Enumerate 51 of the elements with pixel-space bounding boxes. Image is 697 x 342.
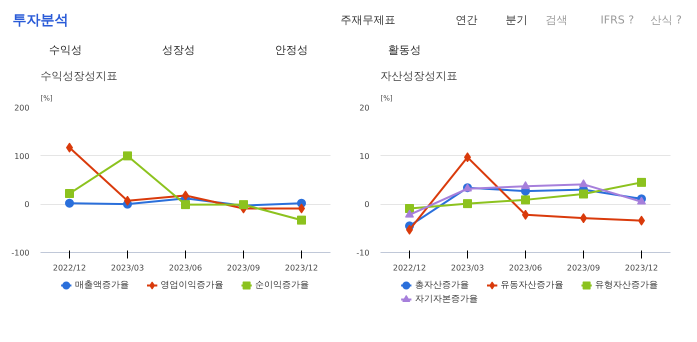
x-tick-label: 2023/03 (450, 264, 484, 272)
y-tick-label: 0 (364, 200, 370, 210)
legend-label: 영업이익증가율 (160, 280, 224, 290)
point (65, 189, 74, 198)
point (637, 196, 646, 205)
x-tick-label: 2023/09 (566, 264, 600, 272)
text: 검색 (546, 14, 568, 26)
chart-title: 자산성장성지표 (380, 70, 458, 82)
legend-label: 유형자산증가율 (595, 280, 658, 290)
x-tick-label: 2023/06 (508, 264, 542, 272)
point (637, 178, 646, 187)
y-tick-label: -10 (356, 248, 370, 258)
y-tick-label: 100 (14, 152, 30, 161)
text: IFRS ? (600, 14, 634, 26)
legend-label: 유동자산증가율 (500, 280, 564, 290)
text: 안정성 (275, 44, 308, 56)
point (65, 198, 74, 208)
legend-label: 순이익증가율 (255, 280, 310, 290)
x-tick-label: 2022/12 (52, 264, 86, 272)
point (297, 216, 306, 225)
chart-title: 수익성장성지표 (40, 70, 118, 82)
point (521, 181, 530, 190)
x-tick-label: 2023/12 (284, 264, 318, 272)
point (463, 199, 472, 208)
x-tick-label: 2023/09 (226, 264, 260, 272)
legend-label: 총자산증가율 (414, 280, 469, 290)
point (181, 200, 190, 210)
text: 성장성 (162, 44, 195, 56)
point (579, 190, 588, 199)
y-tick-label: 200 (14, 104, 30, 112)
point (579, 179, 588, 188)
text: 활동성 (388, 44, 421, 56)
x-tick-label: 2023/03 (110, 264, 144, 272)
legend-label: 매출액증가율 (74, 280, 129, 290)
x-tick-label: 2022/12 (392, 264, 426, 272)
x-tick-label: 2023/12 (624, 264, 658, 272)
text: 수익성 (49, 44, 82, 56)
point (521, 195, 530, 204)
point (405, 210, 414, 218)
point (123, 151, 132, 160)
y-tick-label: 0 (24, 200, 30, 210)
y-tick-label: -100 (11, 248, 30, 258)
text: 분기 (506, 14, 528, 26)
text: 산식 ? (650, 14, 682, 26)
y-tick-label: 20 (359, 104, 370, 112)
text: 연간 (456, 14, 478, 26)
x-tick-label: 2023/06 (168, 264, 202, 272)
text: 주재무제표 (340, 14, 396, 26)
legend-label: 자기자본증가율 (414, 294, 478, 304)
y-tick-label: 10 (359, 152, 370, 161)
text: 투자분석 (12, 12, 68, 28)
